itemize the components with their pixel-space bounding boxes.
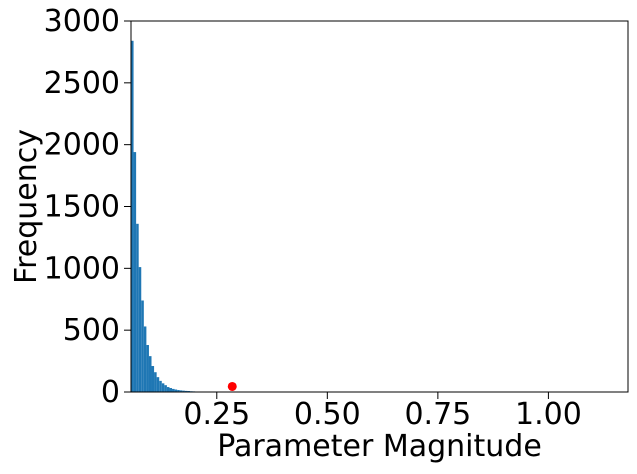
histogram-bar xyxy=(151,366,155,392)
y-tick-label: 1000 xyxy=(44,251,120,286)
histogram-bar xyxy=(179,390,183,392)
histogram-bar xyxy=(146,345,149,392)
y-tick-label: 2000 xyxy=(44,128,120,163)
marker-layer xyxy=(227,381,237,391)
y-axis: 0 500 1000 1500 2000 2500 3000 xyxy=(44,4,131,410)
histogram-bar xyxy=(133,152,137,392)
histogram-bar xyxy=(143,326,147,392)
histogram-bar xyxy=(154,372,157,392)
y-tick-label: 3000 xyxy=(44,4,120,39)
highlight-marker xyxy=(227,381,237,391)
x-tick-label: 1.00 xyxy=(515,397,582,432)
histogram-bar xyxy=(164,385,167,392)
histogram-bars xyxy=(131,40,224,392)
y-tick-label: 0 xyxy=(101,375,120,410)
histogram-bar xyxy=(159,380,162,392)
y-axis-label: Frequency xyxy=(9,129,44,284)
y-tick-label: 500 xyxy=(63,313,120,348)
x-axis: 0.25 0.50 0.75 1.00 xyxy=(183,392,582,432)
histogram-bar xyxy=(138,267,142,392)
x-tick-label: 0.25 xyxy=(183,397,250,432)
x-tick-label: 0.75 xyxy=(404,397,471,432)
histogram-bar xyxy=(174,389,178,392)
plot-frame xyxy=(130,20,629,393)
histogram-bar xyxy=(177,390,180,392)
y-tick-label: 2500 xyxy=(44,66,120,101)
histogram-bar xyxy=(156,377,160,392)
histogram-bar xyxy=(141,300,144,392)
histogram-bar xyxy=(184,390,188,392)
histogram-bar xyxy=(172,388,175,392)
histogram-bar xyxy=(169,388,173,392)
x-axis-label: Parameter Magnitude xyxy=(217,429,542,464)
x-tick-label: 0.50 xyxy=(294,397,361,432)
histogram-bar xyxy=(136,223,139,392)
histogram-bar xyxy=(148,356,152,392)
histogram-bar xyxy=(182,390,185,392)
histogram-bar xyxy=(161,383,165,392)
histogram-bar xyxy=(166,387,170,392)
histogram-bar xyxy=(131,40,134,392)
y-tick-label: 1500 xyxy=(44,190,120,225)
